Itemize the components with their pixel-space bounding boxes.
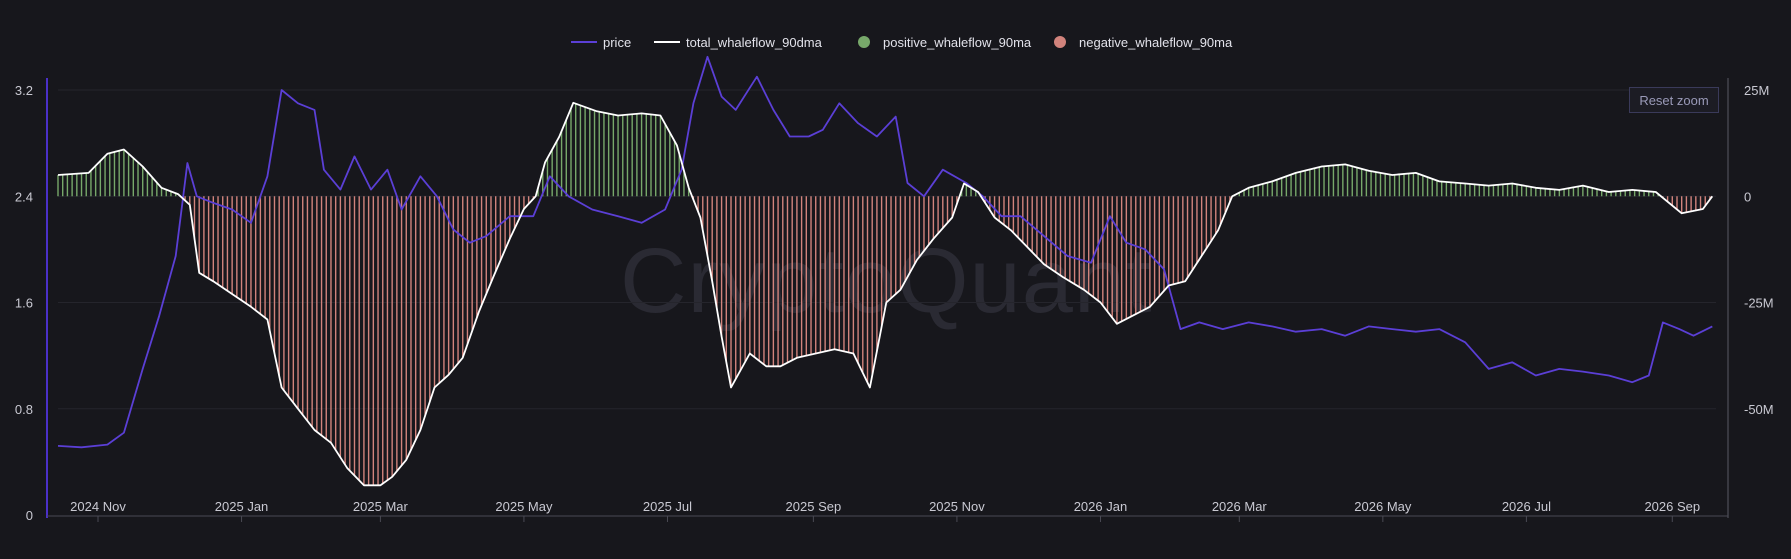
y-right-tick-label: 0 — [1744, 189, 1751, 204]
x-tick-label: 2026 Mar — [1212, 499, 1268, 514]
series-lines — [57, 55, 1714, 487]
x-tick-label: 2025 Sep — [786, 499, 842, 514]
x-tick-label: 2026 Sep — [1644, 499, 1700, 514]
y-right-tick-label: 25M — [1744, 83, 1769, 98]
y-right-tick-label: -25M — [1744, 296, 1774, 311]
y-left-tick-label: 0.8 — [15, 402, 33, 417]
y-right-tick-label: -50M — [1744, 402, 1774, 417]
legend-item[interactable]: negative_whaleflow_90ma — [1054, 35, 1233, 50]
y-left-tick-label: 2.4 — [15, 189, 33, 204]
legend-item[interactable]: total_whaleflow_90dma — [654, 35, 823, 50]
x-tick-label: 2025 Mar — [353, 499, 409, 514]
axes: 0 0.8 1.6 2.4 3.2 25M 0 -25M -50M 2024 Nov 2025 Ja… — [15, 83, 1774, 523]
legend-item[interactable]: price — [571, 35, 631, 50]
x-tick-label: 2026 Jan — [1074, 499, 1128, 514]
legend: price total_whaleflow_90dma positive_whale… — [571, 35, 1233, 50]
legend-dot-marker — [858, 36, 870, 48]
y-left-tick-label: 0 — [26, 508, 33, 523]
y-left-tick-label: 1.6 — [15, 296, 33, 311]
total-whaleflow-line — [57, 101, 1714, 487]
legend-label: price — [603, 35, 631, 50]
legend-label: total_whaleflow_90dma — [686, 35, 823, 50]
x-tick-label: 2026 May — [1354, 499, 1412, 514]
legend-dot-marker — [1054, 36, 1066, 48]
legend-label: positive_whaleflow_90ma — [883, 35, 1032, 50]
x-tick-label: 2025 Jan — [215, 499, 269, 514]
x-tick-label: 2025 May — [495, 499, 553, 514]
price-line — [57, 55, 1713, 449]
reset-zoom-button[interactable]: Reset zoom — [1629, 87, 1719, 113]
y-left-tick-label: 3.2 — [15, 83, 33, 98]
x-tick-label: 2024 Nov — [70, 499, 126, 514]
x-tick-label: 2025 Nov — [929, 499, 985, 514]
x-tick-label: 2026 Jul — [1502, 499, 1551, 514]
whaleflow-bars — [57, 103, 1711, 486]
x-tick-label: 2025 Jul — [643, 499, 692, 514]
legend-item[interactable]: positive_whaleflow_90ma — [858, 35, 1032, 50]
legend-label: negative_whaleflow_90ma — [1079, 35, 1233, 50]
